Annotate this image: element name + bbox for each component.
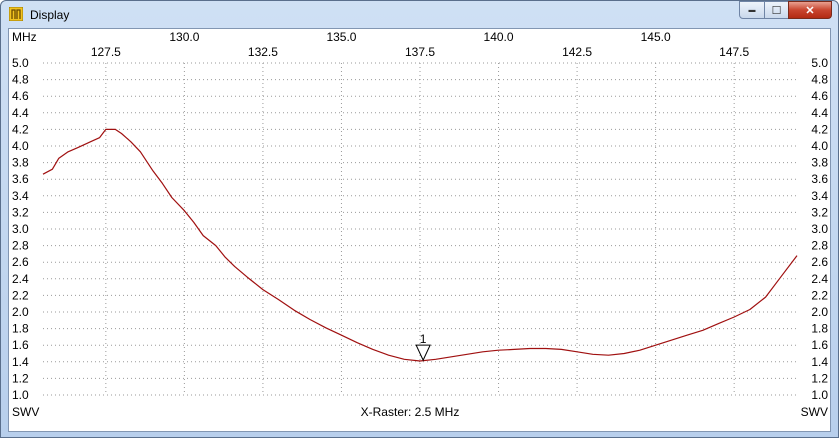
grid [43, 62, 797, 396]
y-tick-label-left: 3.2 [12, 205, 29, 219]
minimize-button[interactable]: ▬ [739, 1, 765, 19]
x-tick-label-top: 130.0 [169, 30, 199, 44]
swr-chart[interactable]: 1.0 1.0 1.2 1.2 1.4 1.4 1.6 1.6 1.8 1.8 2.0 2.0 2.2 2… [9, 29, 830, 431]
app-icon [9, 7, 23, 21]
y-tick-label-right: 5.0 [811, 56, 828, 70]
y-tick-label-left: 2.8 [12, 239, 29, 253]
y-tick-label-right: 4.2 [811, 122, 828, 136]
y-tick-label-right: 3.4 [811, 189, 828, 203]
close-button[interactable]: ✕ [788, 1, 832, 19]
y-axis-label-left: SWV [12, 405, 39, 419]
y-tick-label-right: 2.0 [811, 305, 828, 319]
marker-1-label: 1 [420, 332, 427, 346]
y-tick-label-left: 4.4 [12, 106, 29, 120]
y-tick-label-right: 3.0 [811, 222, 828, 236]
swr-series-line [42, 128, 798, 362]
y-tick-label-right: 4.6 [811, 89, 828, 103]
axes: 1.0 1.0 1.2 1.2 1.4 1.4 1.6 1.6 1.8 1.8 2.0 2.0 2.2 2… [12, 30, 828, 402]
y-tick-label-left: 3.0 [12, 222, 29, 236]
y-tick-label-right: 3.2 [811, 205, 828, 219]
y-tick-label-left: 1.2 [12, 371, 29, 385]
y-tick-label-right: 3.8 [811, 156, 828, 170]
y-tick-label-left: 3.4 [12, 189, 29, 203]
y-tick-label-left: 4.2 [12, 122, 29, 136]
y-tick-label-right: 4.0 [811, 139, 828, 153]
y-tick-label-right: 3.6 [811, 172, 828, 186]
y-tick-label-right: 2.8 [811, 239, 828, 253]
y-tick-label-left: 2.2 [12, 288, 29, 302]
y-tick-label-left: 4.6 [12, 89, 29, 103]
y-tick-label-left: 3.6 [12, 172, 29, 186]
x-tick-label-bottom: 127.5 [91, 45, 121, 59]
close-icon: ✕ [805, 4, 815, 17]
x-tick-label-bottom: 147.5 [719, 45, 749, 59]
y-tick-label-right: 1.2 [811, 371, 828, 385]
y-tick-label-right: 1.6 [811, 338, 828, 352]
series-layer [42, 128, 798, 362]
x-tick-label-bottom: 142.5 [562, 45, 592, 59]
y-tick-label-left: 2.6 [12, 255, 29, 269]
y-tick-label-right: 1.8 [811, 322, 828, 336]
y-tick-label-left: 4.8 [12, 73, 29, 87]
y-tick-label-left: 1.0 [12, 388, 29, 402]
y-tick-label-left: 5.0 [12, 56, 29, 70]
minimize-icon: ▬ [748, 6, 756, 14]
y-tick-label-left: 1.4 [12, 355, 29, 369]
y-tick-label-right: 4.4 [811, 106, 828, 120]
y-tick-label-left: 1.8 [12, 322, 29, 336]
y-tick-label-left: 1.6 [12, 338, 29, 352]
display-area: 1.0 1.0 1.2 1.2 1.4 1.4 1.6 1.6 1.8 1.8 2.0 2.0 2.2 2… [8, 28, 831, 432]
x-tick-label-top: 145.0 [641, 30, 671, 44]
title-bar[interactable]: Display ▬ ☐ ✕ [1, 1, 838, 27]
y-tick-label-right: 2.2 [811, 288, 828, 302]
x-unit-label: MHz [12, 30, 37, 44]
window-title: Display [30, 8, 70, 22]
x-tick-label-top: 135.0 [326, 30, 356, 44]
y-tick-label-right: 2.4 [811, 272, 828, 286]
maximize-icon: ☐ [771, 4, 782, 17]
y-tick-label-right: 2.6 [811, 255, 828, 269]
y-tick-label-right: 1.4 [811, 355, 828, 369]
x-tick-label-top: 140.0 [484, 30, 514, 44]
x-tick-label-bottom: 132.5 [248, 45, 278, 59]
marker-layer[interactable]: 1 [415, 332, 431, 362]
y-tick-label-left: 4.0 [12, 139, 29, 153]
y-tick-label-left: 3.8 [12, 156, 29, 170]
y-tick-label-right: 1.0 [811, 388, 828, 402]
x-raster-label: X-Raster: 2.5 MHz [361, 405, 460, 419]
y-axis-label-right: SWV [801, 405, 828, 419]
maximize-button[interactable]: ☐ [764, 1, 789, 19]
y-tick-label-left: 2.4 [12, 272, 29, 286]
y-tick-label-right: 4.8 [811, 73, 828, 87]
x-tick-label-bottom: 137.5 [405, 45, 435, 59]
marker-1-triangle[interactable] [415, 344, 431, 362]
y-tick-label-left: 2.0 [12, 305, 29, 319]
